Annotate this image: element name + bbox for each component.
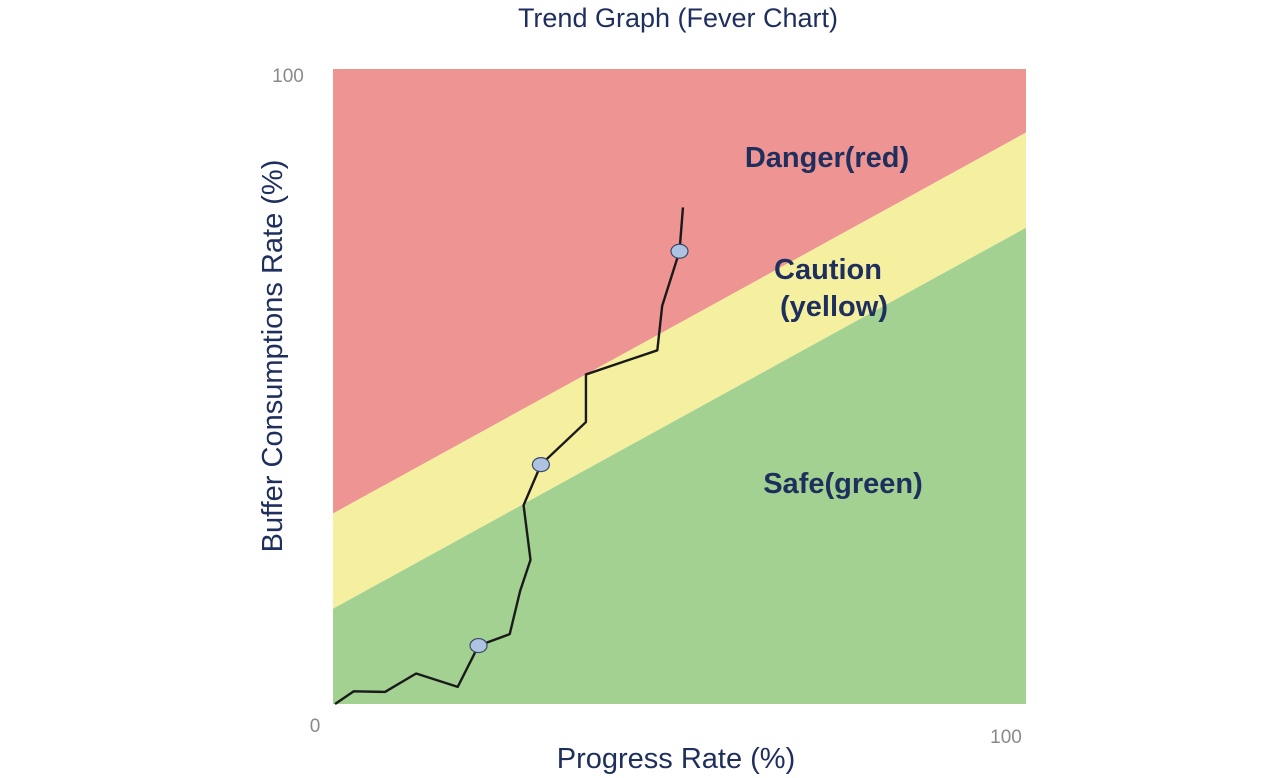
trend-line-layer <box>334 207 685 705</box>
y-tick-max: 100 <box>272 66 304 87</box>
zones-layer <box>333 69 1026 704</box>
danger-zone <box>333 69 1026 514</box>
trend-line <box>334 207 685 705</box>
data-point-marker-3 <box>670 243 689 259</box>
y-axis-label: Buffer Consumptions Rate (%) <box>257 160 289 553</box>
caution-zone-label-line2: (yellow) <box>780 291 888 323</box>
data-point-marker-2 <box>531 457 551 473</box>
caution-zone-label-line1: Caution <box>774 254 882 286</box>
chart-title: Trend Graph (Fever Chart) <box>518 3 838 33</box>
caution-zone <box>333 132 1026 609</box>
safe-zone-label: Safe(green) <box>763 468 923 500</box>
data-point-marker-1 <box>469 637 488 654</box>
danger-zone-label: Danger(red) <box>745 142 909 174</box>
origin-tick: 0 <box>310 716 321 737</box>
x-axis-label: Progress Rate (%) <box>557 743 796 775</box>
safe-zone <box>333 227 1026 704</box>
x-tick-max: 100 <box>990 727 1022 748</box>
markers-layer <box>469 243 689 654</box>
